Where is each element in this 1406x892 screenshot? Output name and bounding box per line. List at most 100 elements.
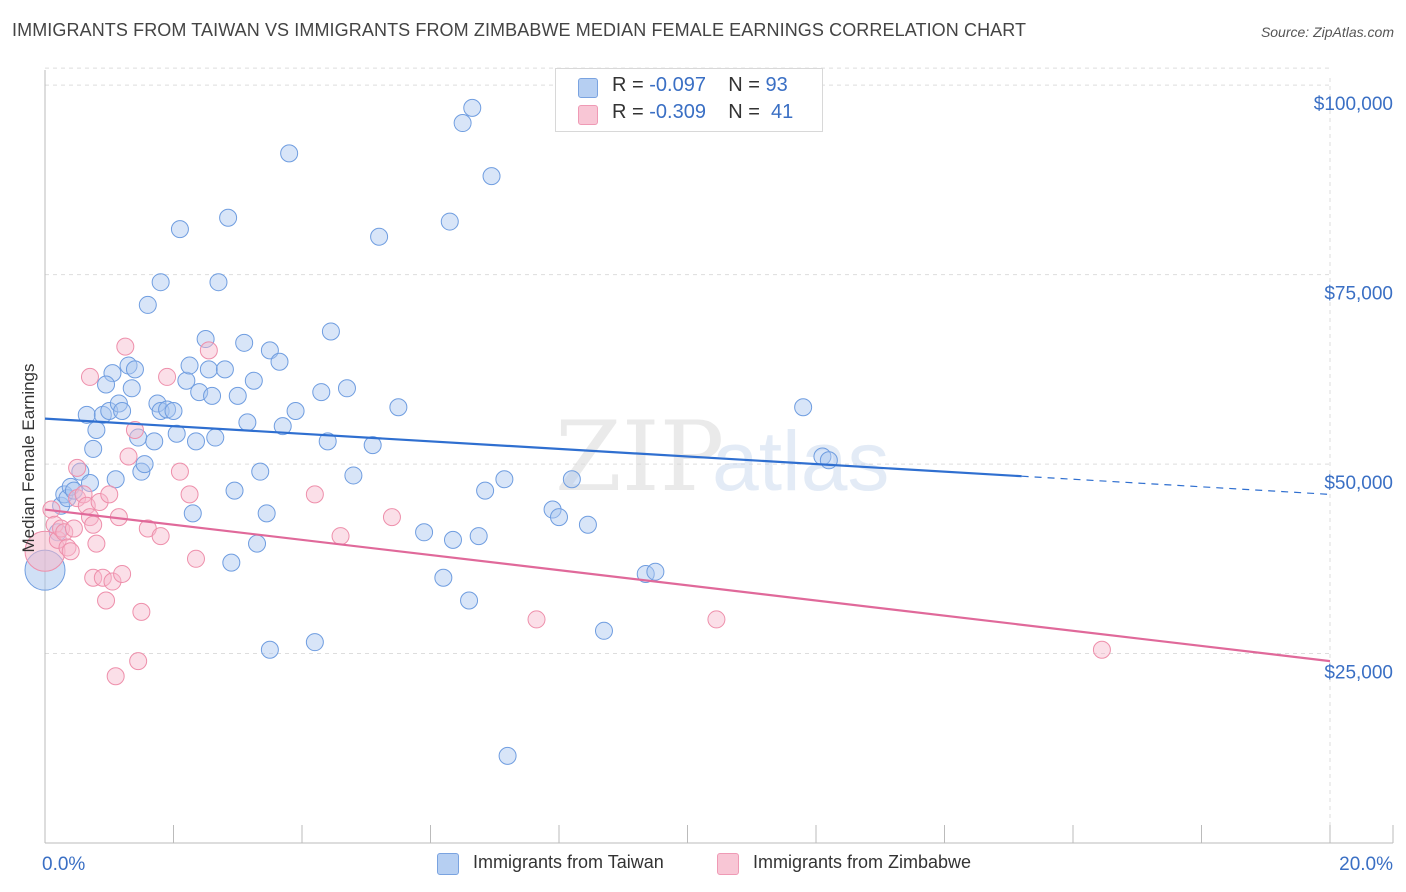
zimbabwe-point [97, 591, 116, 610]
taiwan-point [251, 462, 270, 481]
zimbabwe-point [186, 549, 205, 568]
zimbabwe-point [119, 447, 138, 466]
zimbabwe-point [129, 652, 148, 671]
zimbabwe-point [90, 492, 109, 511]
taiwan-point [219, 208, 238, 227]
zimbabwe-point [199, 341, 218, 360]
taiwan-point [344, 466, 363, 485]
zimbabwe-point [125, 420, 144, 439]
taiwan-point [145, 432, 164, 451]
taiwan-point [453, 114, 472, 133]
taiwan-point [97, 375, 116, 394]
taiwan-point [337, 379, 356, 398]
taiwan-point [186, 432, 205, 451]
correlation-legend: R = -0.097 N = 93 R = -0.309 N = 41 [555, 68, 823, 132]
taiwan-point [100, 402, 119, 421]
zimbabwe-point [48, 530, 67, 549]
axes [44, 70, 1394, 844]
taiwan-point [228, 386, 247, 405]
y-axis-title: Median Female Earnings [19, 364, 38, 553]
taiwan-point [177, 371, 196, 390]
x-tick-label: 20.0% [1339, 854, 1393, 875]
taiwan-point [248, 534, 267, 553]
taiwan-point [199, 360, 218, 379]
zimbabwe-point [116, 337, 135, 356]
zimbabwe-point [68, 458, 87, 477]
zimbabwe-point [707, 610, 726, 629]
taiwan-point [482, 167, 501, 186]
zimbabwe-point [80, 367, 99, 386]
taiwan-point [543, 500, 562, 519]
taiwan-point [183, 504, 202, 523]
taiwan-point [562, 470, 581, 489]
zimbabwe-point [87, 534, 106, 553]
taiwan-point [312, 383, 331, 402]
y-tick-label: $25,000 [1324, 663, 1393, 684]
taiwan-point [138, 295, 157, 314]
zimbabwe-point [382, 508, 401, 527]
zimbabwe-point [61, 542, 80, 561]
taiwan-point [443, 530, 462, 549]
taiwan-point [84, 439, 103, 458]
zimbabwe-point [55, 523, 74, 542]
taiwan-point [180, 356, 199, 375]
source-credit: Source: ZipAtlas.com [1260, 24, 1394, 40]
zimbabwe-point [93, 568, 112, 587]
taiwan-point [415, 523, 434, 542]
taiwan-point [209, 273, 228, 292]
taiwan-point [125, 360, 144, 379]
zimbabwe-point [24, 530, 66, 572]
zimbabwe-point [106, 667, 125, 686]
taiwan-point [215, 360, 234, 379]
zimbabwe-point [331, 527, 350, 546]
taiwan-point [235, 333, 254, 352]
taiwan-point [170, 220, 189, 239]
r-label: R = [612, 101, 644, 123]
taiwan-point [578, 515, 597, 534]
r-value-taiwan: -0.097 [649, 74, 706, 96]
taiwan-point [135, 455, 154, 474]
taiwan-point [460, 591, 479, 610]
zimbabwe-point [103, 572, 122, 591]
legend-label-zimbabwe: Immigrants from Zimbabwe [753, 852, 972, 872]
n-label: N = [728, 74, 760, 96]
chart-title: IMMIGRANTS FROM TAIWAN VS IMMIGRANTS FRO… [12, 20, 1027, 40]
zimbabwe-point [100, 485, 119, 504]
taiwan-point [363, 436, 382, 455]
legend-label-taiwan: Immigrants from Taiwan [473, 852, 664, 872]
taiwan-point [238, 413, 257, 432]
zimbabwe-point [132, 602, 151, 621]
taiwan-point [440, 212, 459, 231]
taiwan-point [167, 424, 186, 443]
taiwan-point [498, 746, 517, 765]
taiwan-point [164, 402, 183, 421]
watermark-atlas: atlas [712, 414, 889, 508]
taiwan-point [463, 98, 482, 117]
taiwan-point [794, 398, 813, 417]
n-value-zimbabwe: 41 [771, 101, 794, 123]
taiwan-point [113, 402, 132, 421]
taiwan-point [286, 402, 305, 421]
taiwan-swatch [578, 78, 598, 98]
taiwan-point [80, 474, 99, 493]
taiwan-point [469, 527, 488, 546]
taiwan-point [151, 273, 170, 292]
zimbabwe-point [84, 515, 103, 534]
taiwan-point [270, 352, 289, 371]
taiwan-point [370, 227, 389, 246]
zimbabwe-point [158, 367, 177, 386]
zimbabwe-swatch [717, 853, 739, 875]
taiwan-point [260, 640, 279, 659]
axis-labels: $25,000 $50,000 $75,000 $100,000 0.0% 20.0% Me… [19, 94, 1393, 875]
watermark: ZIP atlas [555, 401, 889, 513]
n-value-taiwan: 93 [765, 74, 788, 96]
r-label: R = [612, 74, 644, 96]
taiwan-point [222, 553, 241, 572]
taiwan-point [594, 621, 613, 640]
n-label: N = [728, 101, 760, 123]
zimbabwe-point [180, 485, 199, 504]
taiwan-point [646, 562, 665, 581]
taiwan-point [476, 481, 495, 500]
taiwan-point [77, 405, 96, 424]
legend-stats-taiwan: R = -0.097 N = 93 [612, 74, 788, 97]
